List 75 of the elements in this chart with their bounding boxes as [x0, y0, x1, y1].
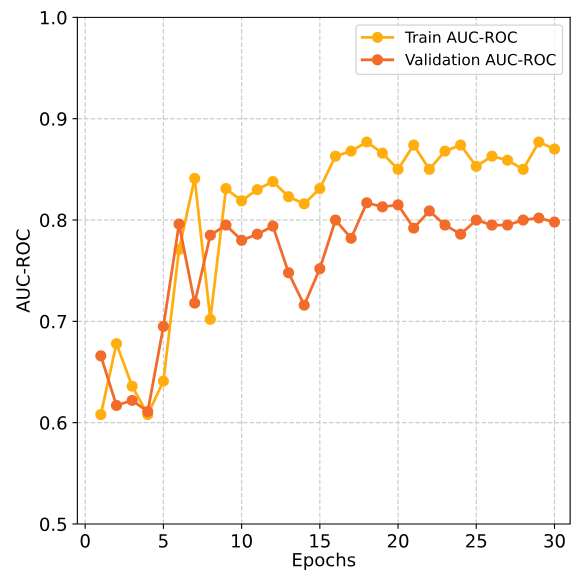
point	[518, 164, 529, 175]
point	[361, 197, 372, 208]
point	[298, 300, 310, 311]
point	[548, 216, 560, 228]
point	[158, 320, 169, 332]
point	[502, 154, 514, 166]
x-tick-label: 5	[159, 534, 168, 548]
legend-label: Train AUC-ROC	[404, 31, 517, 43]
x-tick-label: 15	[310, 534, 330, 548]
point	[252, 228, 263, 240]
point	[439, 146, 451, 157]
point	[533, 212, 544, 224]
point	[126, 380, 138, 392]
point	[95, 350, 106, 362]
point	[361, 136, 372, 148]
point	[110, 338, 122, 350]
point	[439, 220, 451, 231]
point	[95, 409, 106, 420]
point	[548, 144, 560, 155]
y-tick-label: 0.8	[40, 213, 66, 228]
point	[330, 150, 342, 162]
x-tick-label: 20	[388, 534, 408, 548]
y-tick-label: 0.5	[40, 517, 66, 532]
y-tick-label: 0.9	[40, 112, 66, 126]
point	[486, 150, 498, 162]
point	[392, 164, 404, 175]
point	[314, 183, 326, 194]
point	[330, 214, 342, 226]
point	[376, 148, 388, 159]
point	[267, 220, 278, 232]
x-tick-label: 30	[544, 534, 565, 548]
point	[533, 136, 544, 148]
point	[220, 183, 232, 194]
point	[455, 228, 466, 240]
point	[220, 220, 232, 231]
point	[189, 298, 200, 309]
point	[518, 214, 529, 226]
point	[486, 220, 498, 231]
point	[298, 198, 310, 210]
point	[282, 267, 294, 278]
point	[204, 314, 216, 325]
point	[282, 191, 294, 202]
point	[376, 201, 388, 212]
y-tick-label: 0.7	[40, 314, 66, 328]
point	[314, 263, 326, 274]
x-tick-label: 0	[80, 534, 90, 548]
point	[173, 218, 185, 230]
point	[252, 184, 263, 196]
x-tick-label: 25	[466, 534, 486, 548]
y-tick-label: 1.0	[40, 10, 66, 24]
point	[110, 400, 122, 411]
point	[236, 195, 248, 206]
point	[346, 146, 357, 157]
point	[142, 406, 154, 418]
point	[455, 139, 466, 151]
point	[424, 164, 435, 175]
point	[470, 214, 482, 226]
point	[392, 199, 404, 210]
point	[502, 220, 514, 231]
point	[189, 172, 200, 184]
point	[470, 160, 482, 172]
x-axis-title: Epochs	[293, 552, 356, 570]
legend-label: Validation AUC-ROC	[405, 54, 556, 66]
point	[424, 205, 435, 216]
point	[126, 394, 138, 406]
point	[346, 232, 357, 244]
point	[158, 376, 169, 387]
point	[408, 139, 420, 151]
x-tick-label: 10	[232, 534, 252, 548]
point	[267, 176, 278, 188]
point	[408, 222, 420, 234]
y-tick-label: 0.6	[40, 416, 66, 430]
y-axis-title: AUC-ROC	[16, 230, 30, 313]
point	[204, 230, 216, 241]
point	[236, 234, 248, 246]
